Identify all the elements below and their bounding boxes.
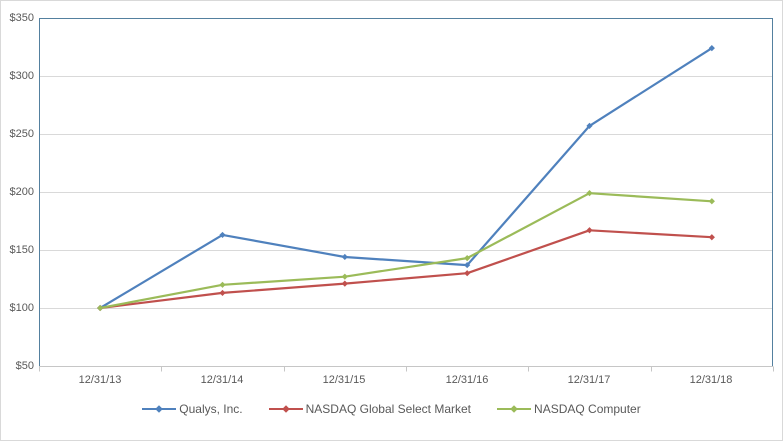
legend-item-nasdaq-global-select-market[interactable]: NASDAQ Global Select Market xyxy=(268,402,472,416)
data-point-marker-nasdaq-computer xyxy=(464,255,471,262)
series-line-nasdaq-global-select-market xyxy=(99,229,713,310)
y-axis-tick-label: $100 xyxy=(9,302,34,314)
y-axis-tick-label: $300 xyxy=(9,70,34,82)
x-axis-tick-label: 12/31/14 xyxy=(200,374,244,386)
data-point-marker-qualys-inc xyxy=(586,122,593,129)
x-axis-tick-label: 12/31/17 xyxy=(567,374,611,386)
data-point-marker-nasdaq-global-select-market xyxy=(708,234,715,241)
data-point-marker-nasdaq-global-select-market xyxy=(586,227,593,234)
data-point-marker-nasdaq-global-select-market xyxy=(464,270,471,277)
data-point-marker-qualys-inc xyxy=(464,261,471,269)
x-axis-tick-label: 12/31/13 xyxy=(78,374,122,386)
x-axis-tick-label: 12/31/18 xyxy=(689,374,733,386)
legend-key-line-icon xyxy=(268,405,303,413)
y-axis-tick-label: $200 xyxy=(9,186,34,198)
legend-label: Qualys, Inc. xyxy=(179,402,243,416)
data-point-marker-qualys-inc xyxy=(219,231,226,239)
data-point-marker-qualys-inc xyxy=(341,253,348,261)
x-axis-tick-label: 12/31/15 xyxy=(322,374,366,386)
legend: Qualys, Inc. NASDAQ Global Select Market… xyxy=(1,400,782,418)
y-axis-tick-label: $250 xyxy=(9,128,34,140)
data-point-marker-nasdaq-computer xyxy=(97,304,104,312)
legend-key-line-icon xyxy=(497,405,532,413)
y-axis-tick-label: $350 xyxy=(9,12,34,24)
data-point-marker-nasdaq-computer xyxy=(341,273,348,280)
data-point-marker-nasdaq-global-select-market xyxy=(219,289,226,297)
data-point-marker-nasdaq-global-select-market xyxy=(341,280,348,287)
data-point-marker-qualys-inc xyxy=(708,45,715,52)
data-point-marker-nasdaq-computer xyxy=(586,190,593,197)
data-point-marker-nasdaq-computer xyxy=(708,198,715,205)
y-axis-tick-label: $50 xyxy=(15,360,34,372)
data-point-marker-nasdaq-computer xyxy=(219,281,226,288)
legend-item-nasdaq-computer[interactable]: NASDAQ Computer xyxy=(497,402,641,416)
legend-key-line-icon xyxy=(142,405,177,413)
plot-border xyxy=(39,18,773,366)
legend-item-qualys-inc[interactable]: Qualys, Inc. xyxy=(142,402,243,416)
legend-label: NASDAQ Computer xyxy=(534,402,641,416)
x-axis-tick-label: 12/31/16 xyxy=(445,374,489,386)
series-line-qualys-inc xyxy=(99,47,713,310)
series-line-nasdaq-computer xyxy=(99,192,713,310)
y-axis-tick-label: $150 xyxy=(9,244,34,256)
legend-label: NASDAQ Global Select Market xyxy=(305,402,472,416)
